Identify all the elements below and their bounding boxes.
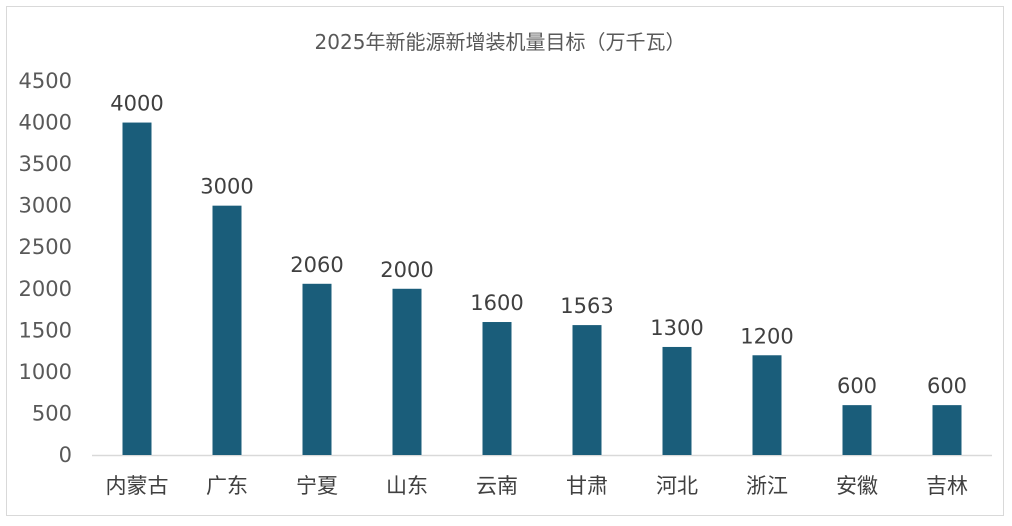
bar-6	[572, 325, 602, 455]
y-tick-label: 0	[59, 443, 72, 467]
bar-9	[842, 405, 872, 455]
data-label: 3000	[200, 175, 253, 199]
bar-10	[932, 405, 962, 455]
y-tick-label: 500	[32, 401, 72, 425]
bar-8	[752, 355, 782, 455]
x-axis-tick-labels: 内蒙古 广东 宁夏 山东 云南 甘肃 河北 浙江 安徽 吉林	[106, 474, 969, 498]
y-tick-label: 1000	[19, 360, 72, 384]
y-axis-tick-labels: 0 500 1000 1500 2000 2500 3000 3500 4000 4500	[19, 69, 72, 467]
x-tick-label: 甘肃	[566, 474, 608, 498]
y-tick-label: 4000	[19, 111, 72, 135]
x-tick-label: 云南	[476, 474, 518, 498]
bars-group	[122, 122, 962, 456]
data-label: 600	[837, 374, 877, 398]
y-tick-label: 1500	[19, 318, 72, 342]
x-tick-label: 内蒙古	[106, 474, 169, 498]
data-label: 1563	[560, 294, 613, 318]
x-tick-label: 安徽	[836, 474, 878, 498]
y-tick-label: 2000	[19, 277, 72, 301]
x-tick-label: 浙江	[746, 474, 788, 498]
data-label: 600	[927, 374, 967, 398]
bar-3	[302, 283, 332, 455]
data-labels-group: 4000 3000 2060 2000 1600 1563 1300 1200 600 600	[110, 92, 967, 399]
x-tick-label: 山东	[386, 474, 428, 498]
y-tick-label: 3000	[19, 194, 72, 218]
y-tick-label: 2500	[19, 235, 72, 259]
bar-1	[122, 122, 152, 456]
bar-2	[212, 205, 242, 455]
data-label: 2060	[290, 253, 343, 277]
chart-title: 2025年新能源新增装机量目标（万千瓦）	[315, 30, 686, 54]
x-tick-label: 广东	[206, 474, 248, 498]
data-label: 1600	[470, 291, 523, 315]
data-label: 2000	[380, 258, 433, 282]
data-label: 1200	[740, 324, 793, 348]
y-tick-label: 3500	[19, 152, 72, 176]
bar-5	[482, 322, 512, 455]
x-tick-label: 河北	[656, 474, 698, 498]
bar-7	[662, 346, 692, 455]
data-label: 4000	[110, 92, 163, 116]
data-label: 1300	[650, 316, 703, 340]
x-tick-label: 宁夏	[296, 474, 338, 498]
y-tick-label: 4500	[19, 69, 72, 93]
x-tick-label: 吉林	[926, 474, 968, 498]
bar-4	[392, 288, 422, 455]
